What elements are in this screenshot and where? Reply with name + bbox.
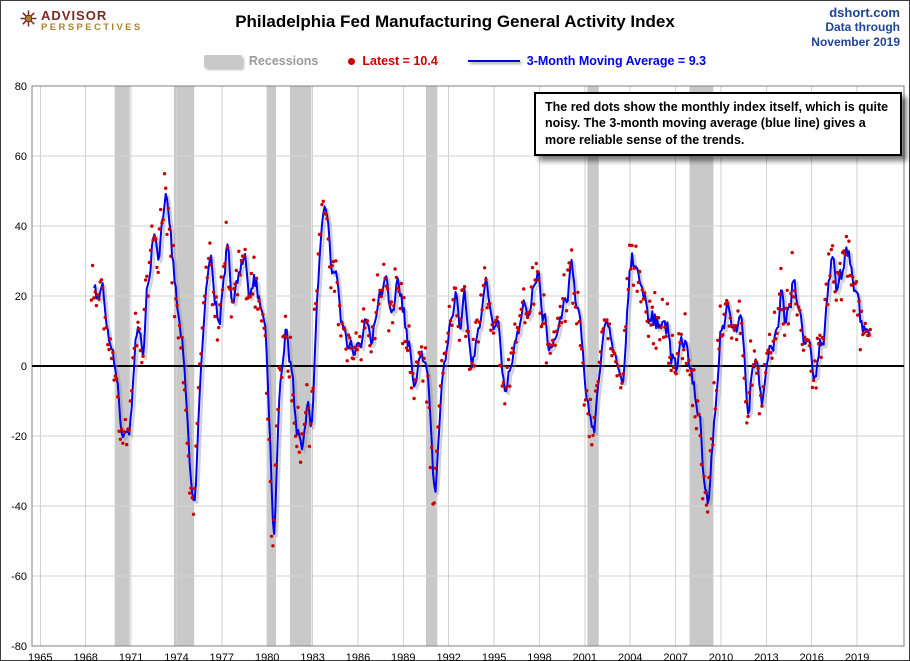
- logo-advisor-text: ADVISOR: [41, 8, 108, 23]
- page-title: Philadelphia Fed Manufacturing General A…: [235, 12, 675, 31]
- monthly-dots: [89, 172, 872, 548]
- x-axis-labels: 1965 1968 1971 1974 1977 1980 1983 1986 1989 1992…: [28, 652, 869, 661]
- svg-text:1971: 1971: [119, 652, 143, 661]
- advisor-perspectives-logo: ADVISOR PERSPECTIVES: [20, 9, 143, 34]
- recession-swatch-icon: [203, 54, 242, 68]
- svg-text:2001: 2001: [573, 652, 597, 661]
- svg-text:1965: 1965: [28, 652, 52, 661]
- annotation-callout: The red dots show the monthly index itse…: [534, 92, 902, 156]
- svg-text:1992: 1992: [436, 652, 460, 661]
- legend-recessions: Recessions: [203, 54, 319, 68]
- red-dot-icon: [348, 57, 356, 65]
- svg-text:1986: 1986: [346, 652, 370, 661]
- logo-perspectives-text: PERSPECTIVES: [41, 22, 143, 33]
- compass-star-icon: [20, 10, 37, 32]
- svg-text:1995: 1995: [482, 652, 506, 661]
- dshort-link[interactable]: dshort.com: [829, 5, 900, 20]
- svg-text:1980: 1980: [255, 652, 279, 661]
- svg-text:-80: -80: [11, 641, 27, 653]
- svg-text:2007: 2007: [663, 652, 687, 661]
- svg-text:1968: 1968: [73, 652, 97, 661]
- svg-text:40: 40: [15, 221, 27, 233]
- svg-text:1998: 1998: [527, 652, 551, 661]
- data-through-date: November 2019: [811, 35, 900, 49]
- legend-moving-average: 3-Month Moving Average = 9.3: [467, 54, 707, 68]
- ma-line: [92, 192, 871, 535]
- svg-text:0: 0: [21, 361, 27, 373]
- svg-text:1989: 1989: [391, 652, 415, 661]
- svg-text:2004: 2004: [618, 652, 642, 661]
- svg-text:1974: 1974: [164, 652, 188, 661]
- activity-index-chart: 1965 1968 1971 1974 1977 1980 1983 1986 1989 1992…: [11, 81, 905, 661]
- svg-text:-20: -20: [11, 431, 27, 443]
- y-axis-labels: 80 60 40 20 0 -20 -40 -60 -80: [11, 81, 27, 653]
- svg-text:20: 20: [15, 291, 27, 303]
- svg-text:2016: 2016: [799, 652, 823, 661]
- source-attribution: dshort.com Data through November 2019: [811, 5, 900, 50]
- legend-latest-label: Latest = 10.4: [362, 54, 438, 68]
- data-through-label: Data through: [825, 20, 900, 34]
- legend-latest: Latest = 10.4: [348, 54, 438, 68]
- svg-text:-60: -60: [11, 571, 27, 583]
- legend-ma-label: 3-Month Moving Average = 9.3: [526, 54, 707, 68]
- legend-recessions-label: Recessions: [248, 54, 319, 68]
- svg-text:2010: 2010: [709, 652, 733, 661]
- svg-text:60: 60: [15, 151, 27, 163]
- chart-legend: Recessions Latest = 10.4 3-Month Moving …: [0, 54, 910, 68]
- svg-text:-40: -40: [11, 501, 27, 513]
- blue-line-icon: [467, 60, 520, 62]
- svg-text:2019: 2019: [845, 652, 869, 661]
- svg-text:1983: 1983: [300, 652, 324, 661]
- ma-line-shadow: [95, 195, 874, 538]
- svg-text:1977: 1977: [210, 652, 234, 661]
- svg-text:80: 80: [15, 81, 27, 93]
- svg-text:2013: 2013: [754, 652, 778, 661]
